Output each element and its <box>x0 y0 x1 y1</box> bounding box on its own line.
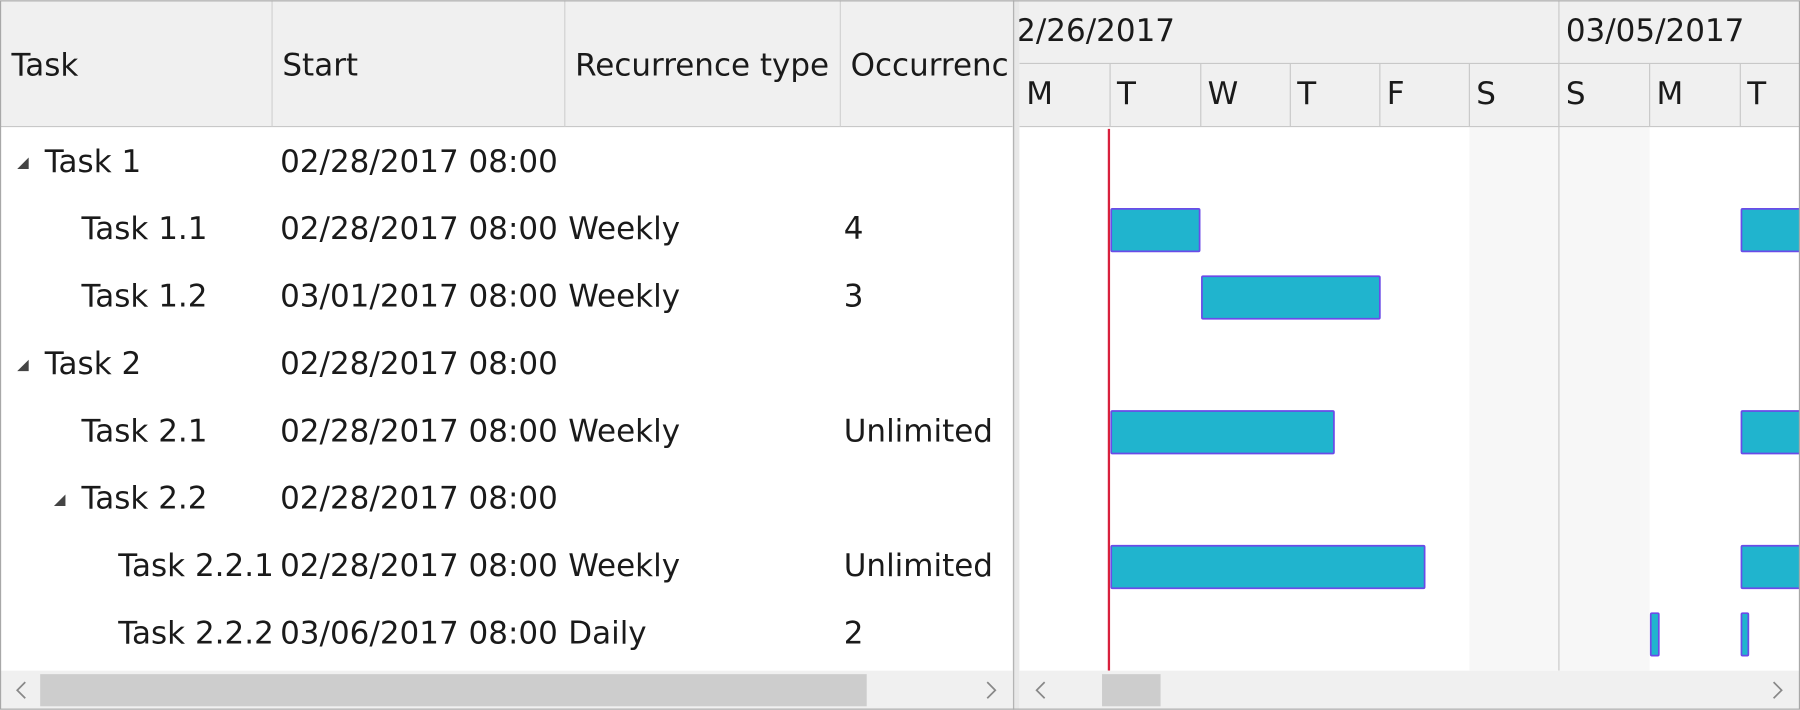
task-bar[interactable] <box>1649 612 1660 657</box>
cell: 03/06/2017 08:00 <box>280 615 558 651</box>
scroll-thumb[interactable] <box>40 674 867 707</box>
cell: Weekly <box>568 279 680 315</box>
task-name: Task 2.2.2 <box>117 615 274 651</box>
day-label: T <box>1296 76 1317 112</box>
timeline: 02/26/2017 03/05/2017 M T W T F S S M T <box>996 0 1800 671</box>
task-name: Task 2 <box>44 346 141 382</box>
cell: 02/28/2017 08:00 <box>280 548 558 584</box>
cell: Daily <box>568 615 646 651</box>
day-label: T <box>1746 76 1767 112</box>
day-label: W <box>1208 76 1239 112</box>
cell: 02/28/2017 08:00 <box>280 413 558 449</box>
task-bar[interactable] <box>1110 410 1335 455</box>
day-label: S <box>1476 76 1496 112</box>
task-bar[interactable] <box>1740 208 1800 253</box>
cell: Weekly <box>568 413 680 449</box>
cell: Weekly <box>568 548 680 584</box>
task-name: Task 2.2 <box>81 481 208 517</box>
scroll-thumb[interactable] <box>1102 674 1161 707</box>
task-bar[interactable] <box>1110 544 1426 590</box>
cell: 4 <box>844 211 864 247</box>
expander[interactable] <box>17 157 29 170</box>
task-name: Task 2.1 <box>81 413 208 449</box>
column-header[interactable]: Occurrenc <box>851 47 1009 83</box>
week-label: 02/26/2017 <box>996 13 1175 49</box>
task-bar[interactable] <box>1201 275 1381 320</box>
task-bar[interactable] <box>1740 410 1800 455</box>
task-bar[interactable] <box>1740 544 1800 590</box>
task-name: Task 1 <box>44 144 141 180</box>
scroll-arrows[interactable] <box>16 681 997 699</box>
day-label: S <box>1566 76 1586 112</box>
task-grid: Task Start Recurrence type Occurrenc Task 1 0… <box>0 0 1013 651</box>
day-label: F <box>1387 76 1405 112</box>
column-header[interactable]: Recurrence type <box>575 47 829 83</box>
scroll-arrows[interactable] <box>1035 681 1783 699</box>
cell: Unlimited <box>844 413 993 449</box>
cell: 02/28/2017 08:00 <box>280 481 558 517</box>
cell: 02/28/2017 08:00 <box>280 211 558 247</box>
expander[interactable] <box>53 494 66 506</box>
column-header[interactable]: Start <box>282 47 358 83</box>
day-label: T <box>1116 76 1137 112</box>
column-header[interactable]: Task <box>10 47 78 83</box>
cell: 02/28/2017 08:00 <box>280 144 558 180</box>
splitter[interactable] <box>1012 0 1020 710</box>
task-bar[interactable] <box>1110 208 1201 253</box>
day-label: M <box>1657 76 1684 112</box>
task-name: Task 1.2 <box>81 279 208 315</box>
cell: Unlimited <box>844 548 993 584</box>
day-label: M <box>1026 76 1053 112</box>
cell: 02/28/2017 08:00 <box>280 346 558 382</box>
task-name: Task 2.2.1 <box>117 548 274 584</box>
grid-header <box>0 0 1013 127</box>
week-label: 03/05/2017 <box>1566 13 1745 49</box>
cell: 2 <box>844 615 864 651</box>
cell: 3 <box>844 279 864 315</box>
cell: Weekly <box>568 211 680 247</box>
task-bar[interactable] <box>1740 612 1750 657</box>
task-name: Task 1.1 <box>81 211 208 247</box>
cell: 03/01/2017 08:00 <box>280 279 558 315</box>
